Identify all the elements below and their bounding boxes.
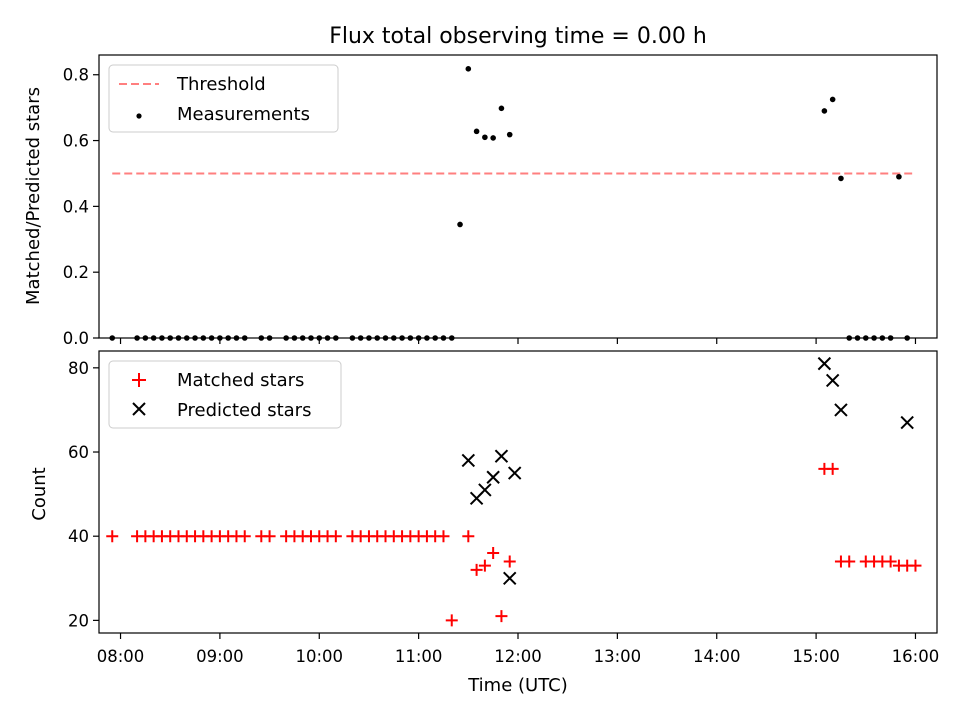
matched-stars-point xyxy=(495,610,508,623)
measurement-point xyxy=(490,135,496,141)
x-tick-label: 13:00 xyxy=(594,647,642,666)
predicted-stars-point xyxy=(817,356,832,371)
predicted-stars-point xyxy=(507,466,522,480)
measurement-point xyxy=(829,96,836,103)
chart-title: Flux total observing time = 0.00 h xyxy=(329,24,707,49)
x-tick-label: 08:00 xyxy=(97,647,145,666)
matched-stars-point xyxy=(445,614,458,627)
x-tick-label: 10:00 xyxy=(295,647,343,666)
ratio-legend-box xyxy=(108,64,339,133)
predicted-stars-legend-label: Predicted stars xyxy=(177,400,311,421)
threshold-legend-label: Threshold xyxy=(176,74,266,95)
measurement-point xyxy=(473,128,480,135)
count-legend: Matched stars Predicted stars xyxy=(108,360,342,429)
measurement-point xyxy=(457,221,463,228)
count-x-ticks: 08:00 09:00 10:00 11:00 12:00 13:00 14:00 15:00… xyxy=(97,633,940,666)
matched-stars-point xyxy=(909,559,922,572)
x-tick-label: 16:00 xyxy=(892,647,940,666)
y-tick-label: 0.6 xyxy=(63,132,89,151)
matched-stars-point xyxy=(106,530,119,543)
measurement-point xyxy=(465,66,472,72)
y-tick-label: 80 xyxy=(68,359,89,378)
count-y-ticks: 20 40 60 80 xyxy=(68,359,99,630)
ratio-legend: Threshold Measurements xyxy=(108,64,339,133)
x-tick-label: 09:00 xyxy=(196,647,244,666)
matched-stars-point xyxy=(470,563,483,576)
y-tick-label: 0.4 xyxy=(63,197,89,216)
predicted-stars-point xyxy=(478,483,492,497)
matched-stars-legend-label: Matched stars xyxy=(177,370,304,391)
y-tick-label: 60 xyxy=(68,443,89,462)
measurement-point xyxy=(896,173,902,180)
matched-stars-point xyxy=(329,530,342,543)
ratio-panel: Flux total observing time = 0.00 h 0.00.… xyxy=(23,24,938,348)
matched-stars-point xyxy=(478,559,491,572)
count-panel: 20 40 60 80 08:00 09:00 10:00 11:00 12:00 13:00 1… xyxy=(29,350,940,696)
matched-stars-point xyxy=(503,555,516,568)
matched-stars-legend-swatch xyxy=(132,373,146,387)
predicted-stars-legend-swatch xyxy=(132,402,146,416)
y-tick-label: 20 xyxy=(68,611,89,630)
matched-stars-point xyxy=(263,530,276,543)
ratio-y-ticks: 0.0 0.2 0.4 0.6 0.8 xyxy=(63,66,99,348)
x-tick-label: 15:00 xyxy=(792,647,840,666)
ratio-x-ticks xyxy=(119,338,917,344)
measurement-point xyxy=(821,108,828,114)
count-y-axis-label: Count xyxy=(29,467,50,520)
x-tick-label: 11:00 xyxy=(395,647,443,666)
predicted-stars-point xyxy=(834,403,848,417)
predicted-stars-point xyxy=(503,571,517,585)
y-tick-label: 0.2 xyxy=(63,263,89,282)
count-legend-box xyxy=(108,360,342,429)
x-axis-label: Time (UTC) xyxy=(467,675,568,696)
measurements-legend-label: Measurements xyxy=(177,104,310,125)
matched-stars-point xyxy=(826,462,839,475)
matched-stars-point xyxy=(437,530,450,543)
predicted-stars-point xyxy=(486,470,500,484)
measurement-point xyxy=(482,134,488,141)
predicted-stars-point xyxy=(825,373,840,388)
y-tick-label: 40 xyxy=(68,527,89,546)
matched-stars-point xyxy=(487,547,500,560)
predicted-stars-point xyxy=(900,415,914,430)
count-series-layer xyxy=(106,356,922,627)
y-tick-label: 0.8 xyxy=(63,66,89,85)
measurement-point xyxy=(506,131,513,138)
predicted-stars-point xyxy=(494,449,509,463)
matched-stars-point xyxy=(238,530,251,543)
matched-stars-point xyxy=(843,555,856,568)
measurement-point xyxy=(498,105,505,112)
ratio-y-axis-label: Matched/Predicted stars xyxy=(23,87,44,305)
x-tick-label: 14:00 xyxy=(693,647,741,666)
measurement-point xyxy=(838,175,844,182)
matched-stars-point xyxy=(462,530,475,543)
x-tick-label: 12:00 xyxy=(494,647,542,666)
predicted-stars-point xyxy=(461,453,476,468)
matched-stars-point xyxy=(884,555,897,568)
y-tick-label: 0.0 xyxy=(63,329,89,348)
measurements-legend-swatch xyxy=(136,113,142,119)
